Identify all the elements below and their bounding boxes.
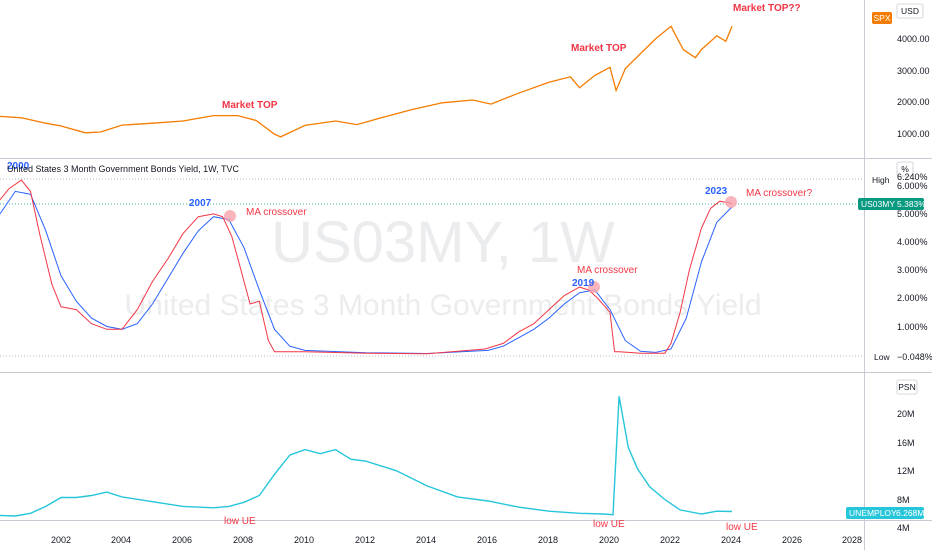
spx-annotation: Market TOP?? xyxy=(733,3,801,14)
y-tick: 20M xyxy=(897,409,915,419)
unit-box[interactable] xyxy=(896,161,914,177)
x-tick: 2024 xyxy=(721,535,741,545)
ma-crossover-label: MA crossover xyxy=(246,207,307,218)
y-tick: 2.000% xyxy=(897,293,928,303)
spx-unit-label: USD xyxy=(901,6,919,16)
pane-title: United States 3 Month Government Bonds Y… xyxy=(7,164,239,174)
yield-badge-value: 5.383% xyxy=(897,199,926,209)
y-tick: 3.000% xyxy=(897,265,928,275)
unemploy-series-line xyxy=(0,396,733,517)
y-tick: 4000.00 xyxy=(897,34,930,44)
x-tick: 2010 xyxy=(294,535,314,545)
yield-value-badge xyxy=(858,198,924,210)
ma-crossover-label: MA crossover xyxy=(577,265,638,276)
x-tick: 2012 xyxy=(355,535,375,545)
unit-box[interactable] xyxy=(896,379,918,395)
spx-price-scale[interactable]: USD SPX 4000.00 3000.00 2000.00 1000.00 xyxy=(872,3,930,139)
x-tick: 2018 xyxy=(538,535,558,545)
unemploy-value-badge xyxy=(846,507,924,519)
y-tick: 5.000% xyxy=(897,209,928,219)
unemploy-badge-value: 6.268M xyxy=(896,508,924,518)
year-annotation: 2019 xyxy=(572,278,595,289)
y-tick: 8M xyxy=(897,495,910,505)
ma-crossover-marker xyxy=(725,196,737,208)
x-tick: 2028 xyxy=(842,535,862,545)
unemploy-badge-symbol: UNEMPLOY xyxy=(849,508,897,518)
y-tick: 12M xyxy=(897,466,915,476)
x-tick: 2016 xyxy=(477,535,497,545)
low-ue-annotation: low UE xyxy=(593,519,625,530)
ma-crossover-label: MA crossover? xyxy=(746,188,813,199)
spx-annotation: Market TOP xyxy=(222,100,278,111)
yield-price-scale[interactable]: % High 6.240% 6.000% US03MY 5.383% 5.000… xyxy=(858,161,932,362)
high-value: 6.240% xyxy=(897,172,928,182)
x-tick: 2006 xyxy=(172,535,192,545)
year-annotation: 2007 xyxy=(189,198,212,209)
yield-ma-series-line xyxy=(0,190,733,355)
x-tick: 2002 xyxy=(51,535,71,545)
spx-annotation: Market TOP xyxy=(571,43,627,54)
y-tick: 3000.00 xyxy=(897,66,930,76)
year-annotation: 2023 xyxy=(705,186,728,197)
watermark-symbol: US03MY, 1W xyxy=(271,210,615,275)
ma-crossover-marker xyxy=(224,210,236,222)
y-tick: 1000.00 xyxy=(897,129,930,139)
x-tick: 2008 xyxy=(233,535,253,545)
yield-series-line xyxy=(0,179,733,355)
x-tick: 2026 xyxy=(782,535,802,545)
y-tick: 16M xyxy=(897,438,915,448)
x-tick: 2020 xyxy=(599,535,619,545)
low-ue-annotation: low UE xyxy=(224,516,256,527)
unemploy-price-scale[interactable]: PSN 20M 16M 12M 8M UNEMPLOY 6.268M 4M xyxy=(846,379,924,533)
y-tick: 4M xyxy=(897,523,910,533)
x-tick: 2014 xyxy=(416,535,436,545)
spx-badge xyxy=(872,12,892,24)
spx-badge-label: SPX xyxy=(873,13,890,23)
y-tick: 6.000% xyxy=(897,181,928,191)
x-tick: 2004 xyxy=(111,535,131,545)
low-ue-annotation: low UE xyxy=(726,522,758,533)
low-value: −0.048% xyxy=(897,352,932,362)
spx-series-line xyxy=(0,25,733,138)
yield-badge-symbol: US03MY xyxy=(861,199,895,209)
low-label: Low xyxy=(874,352,890,362)
time-axis[interactable]: 2002 2004 2006 2008 2010 2012 2014 2016 … xyxy=(51,535,862,545)
y-tick: 4.000% xyxy=(897,237,928,247)
y-tick: 1.000% xyxy=(897,322,928,332)
x-tick: 2022 xyxy=(660,535,680,545)
ma-crossover-marker xyxy=(588,281,600,293)
watermark-name: United States 3 Month Government Bonds Y… xyxy=(124,289,761,322)
unemploy-unit-label: PSN xyxy=(898,382,915,392)
unit-box[interactable] xyxy=(896,3,924,19)
high-label: High xyxy=(872,175,890,185)
y-tick: 2000.00 xyxy=(897,97,930,107)
year-annotation: 2000 xyxy=(7,161,30,172)
yield-unit-label: % xyxy=(901,164,909,174)
